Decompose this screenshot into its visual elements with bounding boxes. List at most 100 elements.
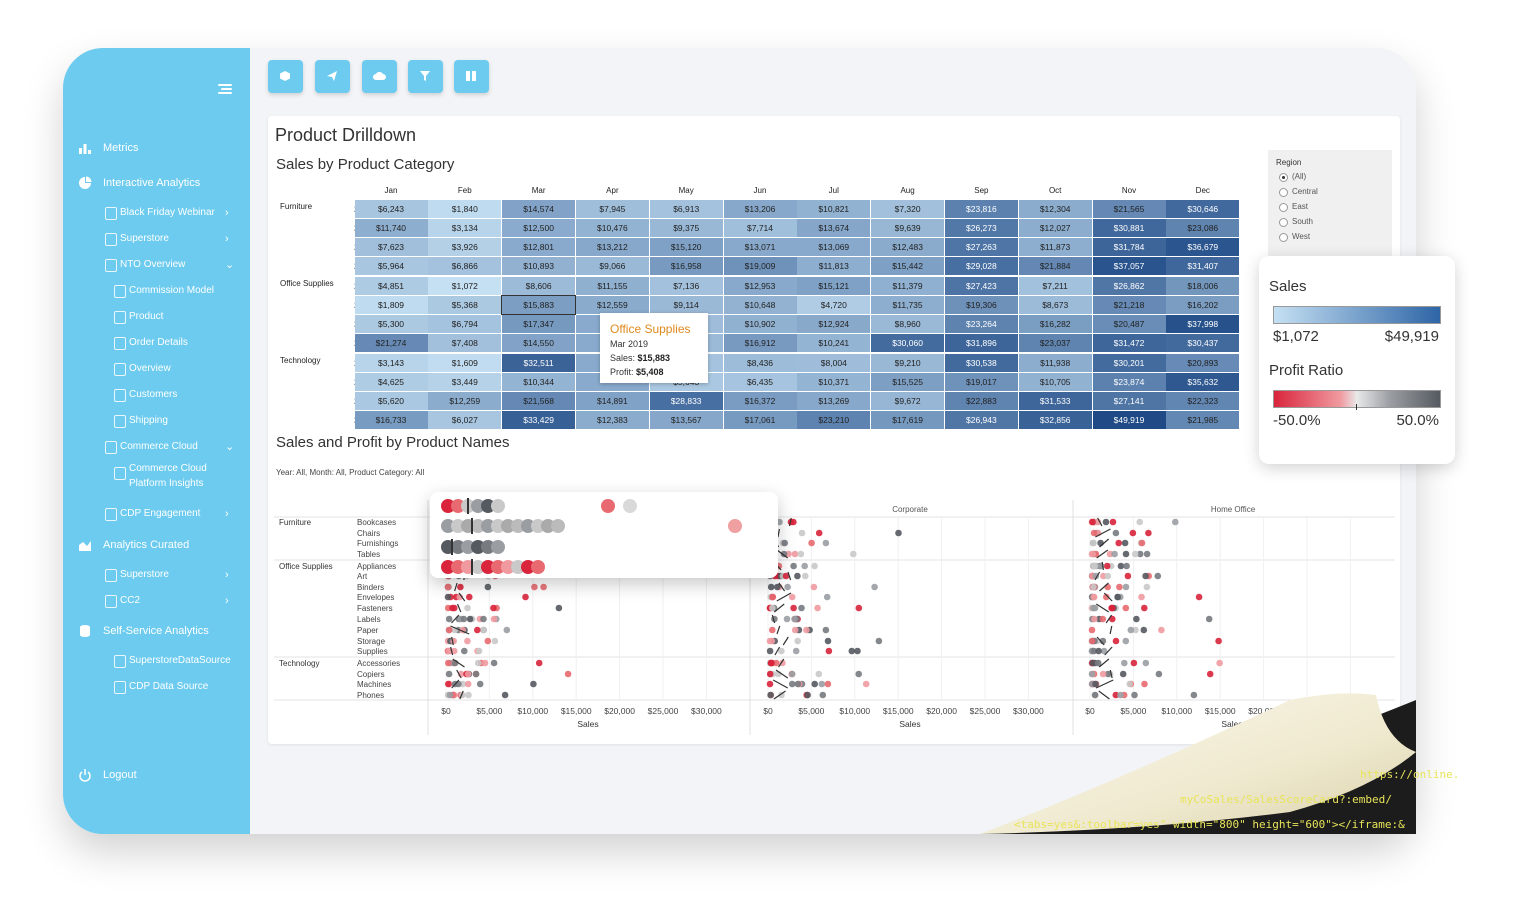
heatmap-cell[interactable]: $21,565 (1092, 200, 1166, 218)
toolbar-cloud-button[interactable] (362, 60, 397, 93)
heatmap-cell[interactable]: $7,714 (723, 219, 797, 237)
heatmap-cell[interactable]: $30,437 (1166, 334, 1240, 352)
heatmap-cell[interactable]: $5,368 (428, 296, 502, 314)
heatmap-cell[interactable]: $11,735 (871, 296, 945, 314)
heatmap-cell[interactable]: $21,884 (1018, 257, 1092, 275)
heatmap-cell[interactable]: $14,550 (502, 334, 576, 352)
sidebar-item-order-details[interactable]: Order Details (63, 332, 250, 354)
heatmap-cell[interactable]: $13,674 (797, 219, 871, 237)
heatmap-cell[interactable]: $15,442 (871, 257, 945, 275)
heatmap-cell[interactable]: $32,511 (502, 354, 576, 372)
sidebar-item-cdp-data-source[interactable]: CDP Data Source (63, 676, 250, 698)
sidebar-item-shipping[interactable]: Shipping (63, 410, 250, 432)
heatmap-cell[interactable]: $16,912 (723, 334, 797, 352)
heatmap-cell[interactable]: $10,344 (502, 373, 576, 391)
heatmap-cell[interactable]: $12,801 (502, 238, 576, 256)
heatmap-cell[interactable]: $7,408 (428, 334, 502, 352)
heatmap-cell[interactable]: $31,407 (1166, 257, 1240, 275)
heatmap-cell[interactable]: $16,282 (1018, 315, 1092, 333)
heatmap-cell[interactable]: $3,449 (428, 373, 502, 391)
heatmap-cell[interactable]: $8,673 (1018, 296, 1092, 314)
heatmap-cell[interactable]: $13,567 (649, 411, 723, 429)
heatmap-cell[interactable]: $15,525 (871, 373, 945, 391)
heatmap-cell[interactable]: $11,379 (871, 277, 945, 295)
heatmap-cell[interactable]: $5,300 (354, 315, 428, 333)
heatmap-cell[interactable]: $15,883 (501, 295, 577, 315)
heatmap-cell[interactable]: $18,006 (1166, 277, 1240, 295)
heatmap-cell[interactable]: $17,619 (871, 411, 945, 429)
heatmap-cell[interactable]: $10,705 (1018, 373, 1092, 391)
heatmap-cell[interactable]: $10,371 (797, 373, 871, 391)
heatmap-cell[interactable]: $3,134 (428, 219, 502, 237)
heatmap-cell[interactable]: $1,609 (428, 354, 502, 372)
heatmap-cell[interactable]: $6,794 (428, 315, 502, 333)
heatmap-cell[interactable]: $13,069 (797, 238, 871, 256)
heatmap-cell[interactable]: $17,347 (502, 315, 576, 333)
heatmap-cell[interactable]: $36,679 (1166, 238, 1240, 256)
heatmap-cell[interactable]: $12,924 (797, 315, 871, 333)
heatmap-cell[interactable]: $8,004 (797, 354, 871, 372)
heatmap-cell[interactable]: $5,964 (354, 257, 428, 275)
heatmap-cell[interactable]: $11,813 (797, 257, 871, 275)
heatmap-cell[interactable]: $12,383 (575, 411, 649, 429)
sidebar-item-cc2[interactable]: CC2 › (63, 590, 250, 612)
heatmap-cell[interactable]: $30,060 (871, 334, 945, 352)
heatmap-cell[interactable]: $10,241 (797, 334, 871, 352)
sidebar-item-metrics[interactable]: Metrics (63, 137, 250, 159)
heatmap-cell[interactable]: $10,821 (797, 200, 871, 218)
heatmap-cell[interactable]: $12,500 (502, 219, 576, 237)
radio-icon[interactable] (1279, 173, 1288, 182)
heatmap-cell[interactable]: $23,816 (944, 200, 1018, 218)
heatmap-cell[interactable]: $19,306 (944, 296, 1018, 314)
sidebar-item-superstore[interactable]: Superstore › (63, 564, 250, 586)
heatmap-cell[interactable]: $14,891 (575, 392, 649, 410)
heatmap-cell[interactable]: $21,568 (502, 392, 576, 410)
heatmap-cell[interactable]: $33,429 (502, 411, 576, 429)
heatmap-cell[interactable]: $12,559 (575, 296, 649, 314)
heatmap-cell[interactable]: $10,476 (575, 219, 649, 237)
sidebar-item-cdp-engagement[interactable]: CDP Engagement › (63, 503, 250, 525)
menu-toggle-icon[interactable] (218, 84, 232, 94)
heatmap-cell[interactable]: $7,211 (1018, 277, 1092, 295)
heatmap-cell[interactable]: $9,375 (649, 219, 723, 237)
sidebar-item-superstoredatasource[interactable]: SuperstoreDataSource (63, 650, 250, 672)
heatmap-cell[interactable]: $31,896 (944, 334, 1018, 352)
sidebar-item-commission-model[interactable]: Commission Model (63, 280, 250, 302)
heatmap-cell[interactable]: $13,269 (797, 392, 871, 410)
heatmap-cell[interactable]: $1,840 (428, 200, 502, 218)
heatmap-cell[interactable]: $9,210 (871, 354, 945, 372)
sidebar-item-nto-overview[interactable]: NTO Overview ⌄ (63, 254, 250, 276)
radio-icon[interactable] (1279, 188, 1288, 197)
toolbar-filter-button[interactable] (408, 60, 443, 93)
heatmap-cell[interactable]: $10,902 (723, 315, 797, 333)
heatmap-cell[interactable]: $10,648 (723, 296, 797, 314)
heatmap-cell[interactable]: $11,873 (1018, 238, 1092, 256)
heatmap-cell[interactable]: $9,639 (871, 219, 945, 237)
chevron-down-icon[interactable]: ⌄ (225, 259, 235, 271)
heatmap-cell[interactable]: $12,953 (723, 277, 797, 295)
heatmap-cell[interactable]: $35,632 (1166, 373, 1240, 391)
heatmap-cell[interactable]: $26,862 (1092, 277, 1166, 295)
sidebar-item-commerce-cloud[interactable]: Commerce Cloud Platform Insights (63, 462, 250, 489)
heatmap-cell[interactable]: $6,027 (428, 411, 502, 429)
heatmap-cell[interactable]: $3,926 (428, 238, 502, 256)
heatmap-cell[interactable]: $23,210 (797, 411, 871, 429)
radio-icon[interactable] (1279, 218, 1288, 227)
heatmap-cell[interactable]: $27,141 (1092, 392, 1166, 410)
heatmap-cell[interactable]: $3,143 (354, 354, 428, 372)
heatmap-cell[interactable]: $6,243 (354, 200, 428, 218)
heatmap-cell[interactable]: $32,856 (1018, 411, 1092, 429)
heatmap-cell[interactable]: $12,027 (1018, 219, 1092, 237)
heatmap-cell[interactable]: $19,009 (723, 257, 797, 275)
heatmap-cell[interactable]: $16,372 (723, 392, 797, 410)
heatmap-cell[interactable]: $7,945 (575, 200, 649, 218)
toolbar-cube-button[interactable] (268, 60, 303, 93)
heatmap-cell[interactable]: $16,733 (354, 411, 428, 429)
heatmap-cell[interactable]: $4,720 (797, 296, 871, 314)
heatmap-cell[interactable]: $5,620 (354, 392, 428, 410)
sidebar-item-product[interactable]: Product (63, 306, 250, 328)
chevron-right-icon[interactable]: › (225, 569, 229, 581)
toolbar-send-button[interactable] (315, 60, 350, 93)
radio-icon[interactable] (1279, 203, 1288, 212)
chevron-right-icon[interactable]: › (225, 508, 229, 520)
